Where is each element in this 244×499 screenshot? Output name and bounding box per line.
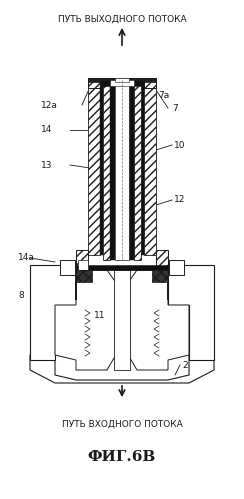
Bar bbox=[169, 260, 184, 275]
Text: 13: 13 bbox=[41, 161, 52, 170]
Bar bbox=[115, 78, 129, 82]
Polygon shape bbox=[76, 270, 168, 300]
Bar bbox=[88, 78, 156, 82]
Polygon shape bbox=[76, 250, 88, 270]
Polygon shape bbox=[144, 80, 156, 255]
Text: 7а: 7а bbox=[158, 90, 169, 99]
Polygon shape bbox=[129, 82, 134, 260]
Polygon shape bbox=[156, 250, 168, 270]
Bar bbox=[78, 260, 88, 270]
Text: 10: 10 bbox=[174, 141, 185, 150]
Bar bbox=[76, 270, 92, 282]
Polygon shape bbox=[141, 80, 144, 255]
Bar bbox=[110, 80, 134, 86]
Polygon shape bbox=[88, 78, 156, 88]
Text: 12: 12 bbox=[174, 196, 185, 205]
Text: 12а: 12а bbox=[41, 100, 58, 109]
Bar bbox=[60, 260, 75, 275]
Bar bbox=[152, 270, 168, 282]
Polygon shape bbox=[55, 270, 189, 370]
Text: 14: 14 bbox=[41, 126, 52, 135]
Polygon shape bbox=[88, 80, 100, 255]
Polygon shape bbox=[115, 82, 129, 260]
Polygon shape bbox=[30, 355, 214, 383]
Text: 8: 8 bbox=[18, 290, 24, 299]
Bar bbox=[76, 265, 168, 270]
Polygon shape bbox=[168, 265, 214, 360]
Bar bbox=[169, 260, 179, 270]
Text: 14а: 14а bbox=[18, 253, 35, 262]
Polygon shape bbox=[30, 265, 76, 360]
Text: ФИГ.6В: ФИГ.6В bbox=[88, 450, 156, 464]
Bar bbox=[100, 80, 144, 86]
Text: 11: 11 bbox=[93, 310, 105, 319]
Text: ПУТЬ ВЫХОДНОГО ПОТОКА: ПУТЬ ВЫХОДНОГО ПОТОКА bbox=[58, 15, 186, 24]
Polygon shape bbox=[103, 80, 110, 260]
Polygon shape bbox=[110, 82, 115, 260]
Bar bbox=[114, 270, 130, 370]
Polygon shape bbox=[100, 80, 103, 255]
Text: 2: 2 bbox=[182, 360, 188, 369]
Text: 7: 7 bbox=[172, 103, 178, 112]
Text: ПУТЬ ВХОДНОГО ПОТОКА: ПУТЬ ВХОДНОГО ПОТОКА bbox=[62, 420, 182, 429]
Polygon shape bbox=[134, 80, 141, 260]
